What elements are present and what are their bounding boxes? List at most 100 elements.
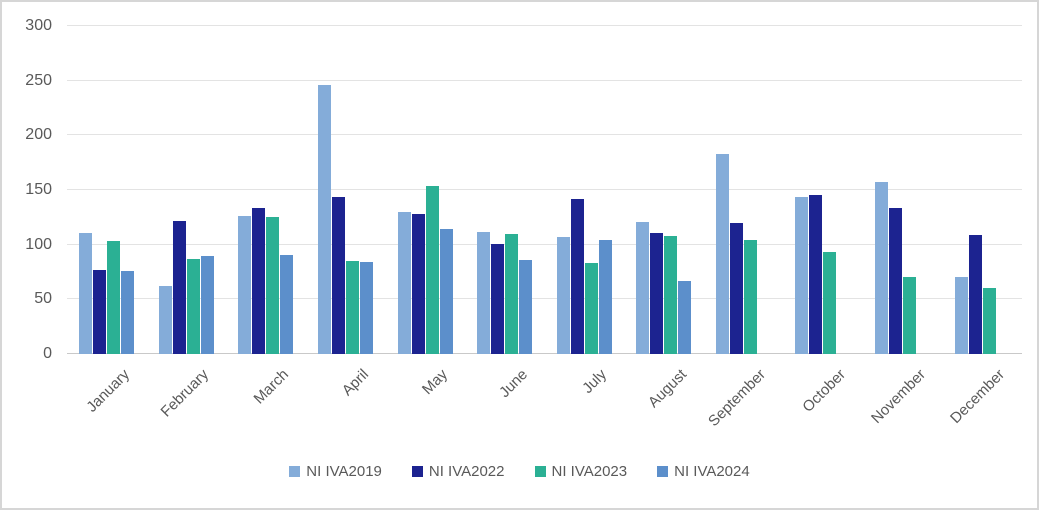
bar-groups (67, 26, 1022, 354)
bar-ni-iva2023-october (823, 252, 837, 354)
bar-ni-iva2024-june (519, 259, 533, 354)
bar-group-august (624, 26, 704, 354)
legend-item-ni-iva2019: NI IVA2019 (289, 463, 382, 480)
legend-item-ni-iva2024: NI IVA2024 (657, 463, 750, 480)
bar-ni-iva2022-october (809, 195, 823, 354)
bar-group-july (544, 26, 624, 354)
gridline (67, 79, 1022, 81)
bar-slot (477, 231, 491, 354)
bar-ni-iva2024-january (121, 270, 135, 354)
gridline (67, 243, 1022, 245)
gridline (67, 298, 1022, 300)
bar-group-february (147, 26, 227, 354)
bar-ni-iva2022-april (332, 196, 346, 354)
bar-slot (491, 243, 505, 354)
bar-slot (556, 237, 570, 354)
bar-slot (664, 235, 678, 354)
bar-slot (186, 258, 200, 354)
legend-swatch-icon (657, 466, 669, 477)
bar-slot (79, 232, 93, 354)
bar-slot (968, 234, 982, 354)
bar-slot (875, 182, 889, 354)
bar-ni-iva2022-may (411, 214, 425, 354)
bar-ni-iva2024-july (598, 240, 612, 354)
bar-slot (107, 241, 121, 354)
bar-ni-iva2019-october (795, 196, 809, 354)
bar-slot (280, 254, 294, 354)
y-tick-label: 100 (25, 235, 52, 253)
bar-ni-iva2023-february (186, 258, 200, 354)
bar-group-january (67, 26, 147, 354)
bar-group-december (942, 26, 1022, 354)
bar-slot (650, 232, 664, 354)
gridline (67, 134, 1022, 136)
bar-ni-iva2019-april (318, 85, 332, 354)
bar-slot (397, 211, 411, 354)
bar-ni-iva2019-may (397, 211, 411, 354)
legend-item-ni-iva2023: NI IVA2023 (534, 463, 627, 480)
plot-area (67, 25, 1022, 354)
bar-slot (439, 229, 453, 354)
bar-ni-iva2019-november (875, 182, 889, 354)
bar-slot (332, 196, 346, 354)
y-tick-label: 150 (25, 181, 52, 198)
bar-ni-iva2019-march (238, 216, 252, 354)
y-tick-label: 200 (25, 126, 52, 144)
bar-ni-iva2022-july (570, 198, 584, 354)
bar-slot (519, 259, 533, 354)
bar-slot (121, 270, 135, 354)
bar-ni-iva2022-december (968, 234, 982, 354)
bar-slot (93, 269, 107, 354)
x-axis-line (67, 353, 1022, 354)
bar-ni-iva2024-may (439, 229, 453, 354)
bar-ni-iva2019-june (477, 231, 491, 354)
bar-ni-iva2023-november (903, 277, 917, 354)
bar-slot (252, 207, 266, 354)
bar-ni-iva2019-january (79, 232, 93, 354)
bar-slot (570, 198, 584, 354)
legend-label: NI IVA2024 (674, 463, 750, 480)
bar-ni-iva2024-february (200, 255, 214, 354)
bar-slot (505, 233, 519, 354)
bar-slot (678, 280, 692, 354)
gridline (67, 25, 1022, 26)
legend-label: NI IVA2022 (428, 463, 505, 480)
bar-ni-iva2019-december (954, 277, 968, 354)
legend-item-ni-iva2022: NI IVA2022 (411, 463, 505, 480)
bar-slot (318, 85, 332, 354)
bar-slot (715, 153, 729, 354)
gridline (67, 189, 1022, 190)
bar-ni-iva2022-march (252, 207, 266, 354)
bar-slot (598, 240, 612, 354)
bar-slot (346, 261, 360, 354)
bar-ni-iva2024-august (678, 280, 692, 354)
bar-group-november (863, 26, 943, 354)
y-tick-label: 250 (25, 71, 52, 89)
bar-ni-iva2023-april (346, 261, 360, 354)
bar-ni-iva2023-june (505, 233, 519, 354)
bar-ni-iva2023-march (266, 217, 280, 354)
bar-slot (584, 263, 598, 354)
bar-slot (200, 255, 214, 354)
bar-ni-iva2019-september (715, 153, 729, 354)
bar-ni-iva2023-september (743, 240, 757, 354)
bar-ni-iva2023-december (982, 288, 996, 354)
bar-slot (158, 286, 172, 354)
bar-ni-iva2019-august (636, 221, 650, 354)
bar-ni-iva2022-february (172, 220, 186, 354)
bar-ni-iva2019-february (158, 286, 172, 354)
bar-group-march (226, 26, 306, 354)
bar-ni-iva2022-august (650, 232, 664, 354)
bar-slot (743, 240, 757, 354)
bar-ni-iva2023-january (107, 241, 121, 354)
bar-slot (636, 221, 650, 354)
y-tick-label: 0 (43, 345, 52, 362)
bar-group-june (465, 26, 545, 354)
chart-legend: NI IVA2019 NI IVA2022 NI IVA2023 NI IVA2024 (2, 463, 1037, 480)
bar-group-may (385, 26, 465, 354)
bar-ni-iva2024-march (280, 254, 294, 354)
bar-ni-iva2022-november (889, 207, 903, 354)
bar-ni-iva2022-june (491, 243, 505, 354)
bar-slot (238, 216, 252, 354)
